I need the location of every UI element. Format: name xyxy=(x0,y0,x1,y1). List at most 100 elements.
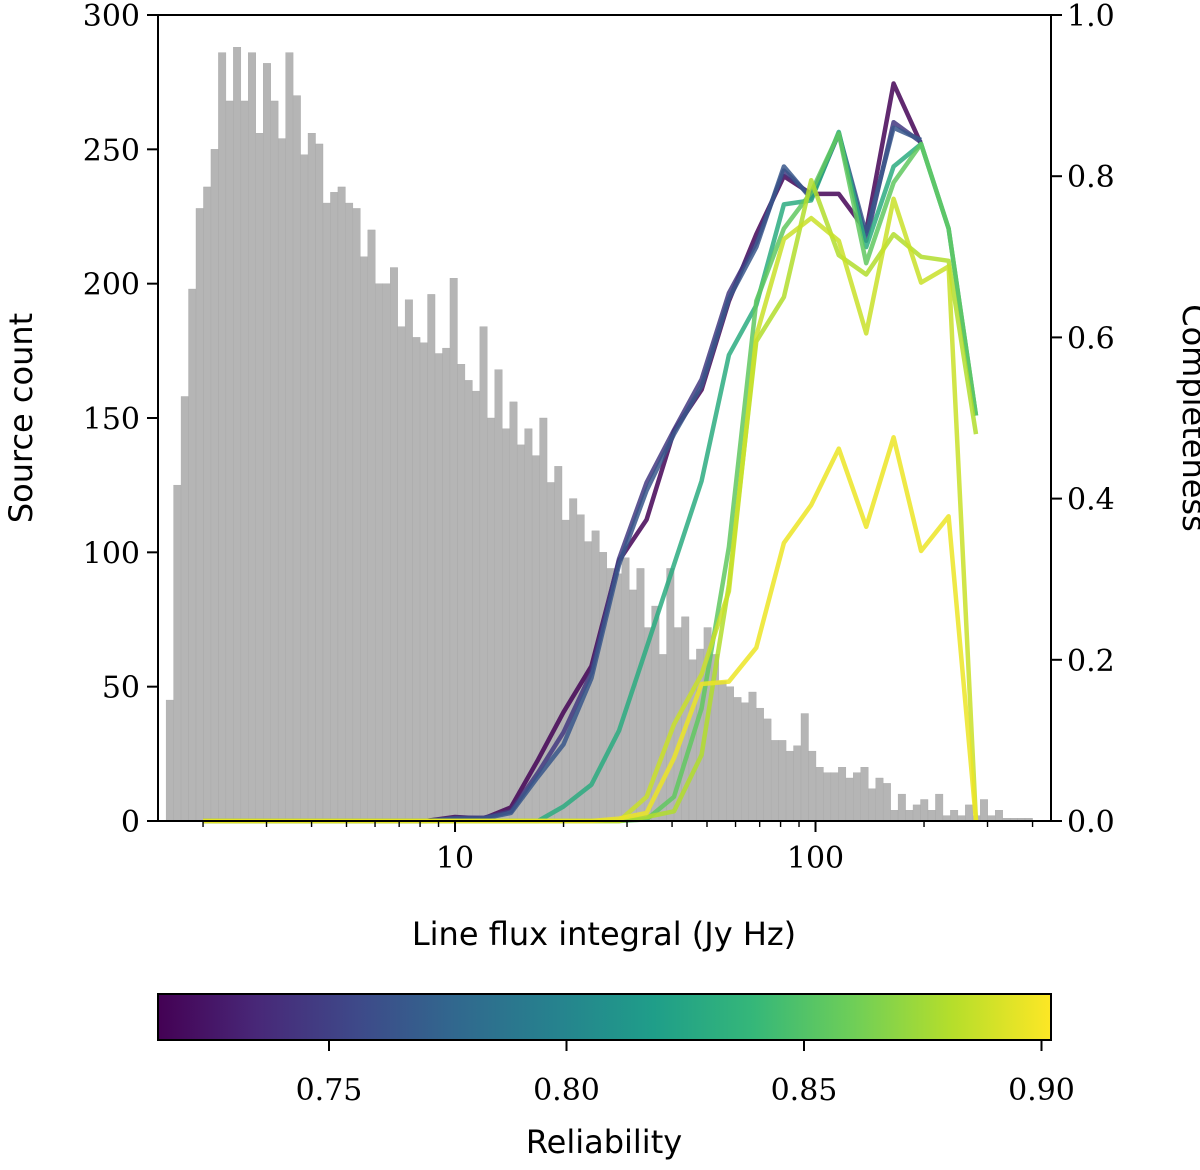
colorbar-tick-label: 0.85 xyxy=(771,1073,838,1108)
histogram-bar xyxy=(546,482,555,822)
histogram-bar xyxy=(494,369,503,822)
histogram-bar xyxy=(300,154,309,822)
histogram-bar xyxy=(248,52,256,822)
histogram-bar xyxy=(995,810,1003,822)
y-tick-label: 0 xyxy=(121,805,140,840)
histogram-bar xyxy=(927,810,936,822)
y-tick-label: 250 xyxy=(83,133,140,168)
x-axis-label: Line flux integral (Jy Hz) xyxy=(412,915,796,953)
y2-tick-label: 1.0 xyxy=(1067,0,1115,34)
histogram-bar xyxy=(778,740,787,822)
histogram-bar xyxy=(621,557,630,822)
histogram-bar xyxy=(524,428,533,822)
histogram-bar xyxy=(808,750,817,822)
histogram-bar xyxy=(763,718,772,822)
y2-axis-label: Completeness xyxy=(1175,304,1200,532)
histogram-bar xyxy=(838,767,847,822)
y-tick-label: 150 xyxy=(83,402,140,437)
colorbar: 0.75 0.80 0.85 0.90 Reliability xyxy=(157,993,1075,1161)
x-tick-label: 10 xyxy=(436,841,474,876)
histogram-bar xyxy=(367,229,376,822)
histogram-bar xyxy=(890,810,899,822)
histogram-bar xyxy=(263,63,271,822)
histogram-bar xyxy=(741,702,749,822)
histogram-bar xyxy=(935,793,944,822)
histogram-bar xyxy=(195,208,204,822)
histogram-bar xyxy=(270,100,279,822)
histogram-bar xyxy=(785,750,794,822)
histogram-bar xyxy=(285,52,294,822)
histogram-bar xyxy=(472,390,481,822)
histogram-bar xyxy=(218,52,227,822)
y-tick-label: 200 xyxy=(83,268,140,303)
histogram-bar xyxy=(845,777,854,822)
histogram-bar xyxy=(733,697,742,822)
histogram-bar xyxy=(449,278,458,822)
histogram-bar xyxy=(412,337,421,822)
y2-tick-label: 0.0 xyxy=(1067,805,1115,840)
histogram-bar xyxy=(770,740,779,822)
histogram-bar xyxy=(576,514,585,822)
histogram-bar xyxy=(905,810,914,822)
histogram-bars xyxy=(165,47,1033,822)
histogram-bar xyxy=(390,267,398,822)
histogram-bar xyxy=(330,192,339,822)
histogram-bar xyxy=(830,772,839,822)
y-tick-label: 300 xyxy=(83,0,140,34)
histogram-bar xyxy=(666,568,675,822)
histogram-bar xyxy=(950,810,959,822)
colorbar-tick-label: 0.90 xyxy=(1008,1073,1075,1108)
histogram-bar xyxy=(240,100,249,822)
histogram-bar xyxy=(860,767,869,822)
histogram-bar xyxy=(255,133,264,822)
y2-tick-label: 0.4 xyxy=(1067,483,1115,518)
colorbar-tick-label: 0.80 xyxy=(533,1073,600,1108)
histogram-bar xyxy=(165,699,174,822)
y2-tick-label: 0.6 xyxy=(1067,321,1115,356)
histogram-bar xyxy=(487,417,495,822)
histogram-bar xyxy=(614,573,622,822)
histogram-bar xyxy=(554,466,563,822)
colorbar-tick-label: 0.75 xyxy=(296,1073,363,1108)
histogram-bar xyxy=(897,793,906,822)
histogram-bar xyxy=(509,401,518,822)
histogram-bar xyxy=(748,691,757,822)
histogram-bar xyxy=(561,519,570,822)
histogram-bar xyxy=(225,100,234,822)
colorbar-gradient xyxy=(157,993,1052,1041)
histogram-bar xyxy=(404,299,413,822)
y2-tick-label: 0.2 xyxy=(1067,644,1115,679)
histogram-bar xyxy=(823,772,832,822)
y-axis-right: 0.0 0.2 0.4 0.6 0.8 1.0 xyxy=(1051,0,1115,840)
y-tick-label: 100 xyxy=(83,536,140,571)
histogram-bar xyxy=(502,428,510,822)
y-axis-left: 0 50 100 150 200 250 300 xyxy=(83,0,158,840)
colorbar-label: Reliability xyxy=(526,1123,682,1161)
histogram-bar xyxy=(464,380,473,822)
histogram-bar xyxy=(315,143,324,822)
histogram-bar xyxy=(292,95,301,822)
histogram-bar xyxy=(479,326,488,822)
histogram-bar xyxy=(800,713,809,822)
colorbar-ticks: 0.75 0.80 0.85 0.90 xyxy=(296,1040,1075,1108)
histogram-bar xyxy=(345,202,354,822)
histogram-bar xyxy=(599,552,608,822)
histogram-bar xyxy=(233,47,242,822)
histogram-bar xyxy=(658,654,667,822)
histogram-bar xyxy=(980,799,988,822)
x-axis: 10 100 xyxy=(202,821,1034,876)
histogram-bar xyxy=(419,342,428,822)
histogram-bar xyxy=(868,788,876,822)
histogram-bar xyxy=(569,498,578,822)
histogram-bar xyxy=(882,783,891,822)
histogram-bar xyxy=(726,686,734,822)
histogram-bar xyxy=(397,326,406,822)
histogram-bar xyxy=(360,256,369,822)
histogram-bar xyxy=(307,133,316,822)
histogram-bar xyxy=(322,202,331,822)
histogram-bar xyxy=(337,186,346,822)
histogram-bar xyxy=(277,138,286,822)
histogram-bar xyxy=(173,484,182,822)
histogram-bar xyxy=(352,208,361,822)
